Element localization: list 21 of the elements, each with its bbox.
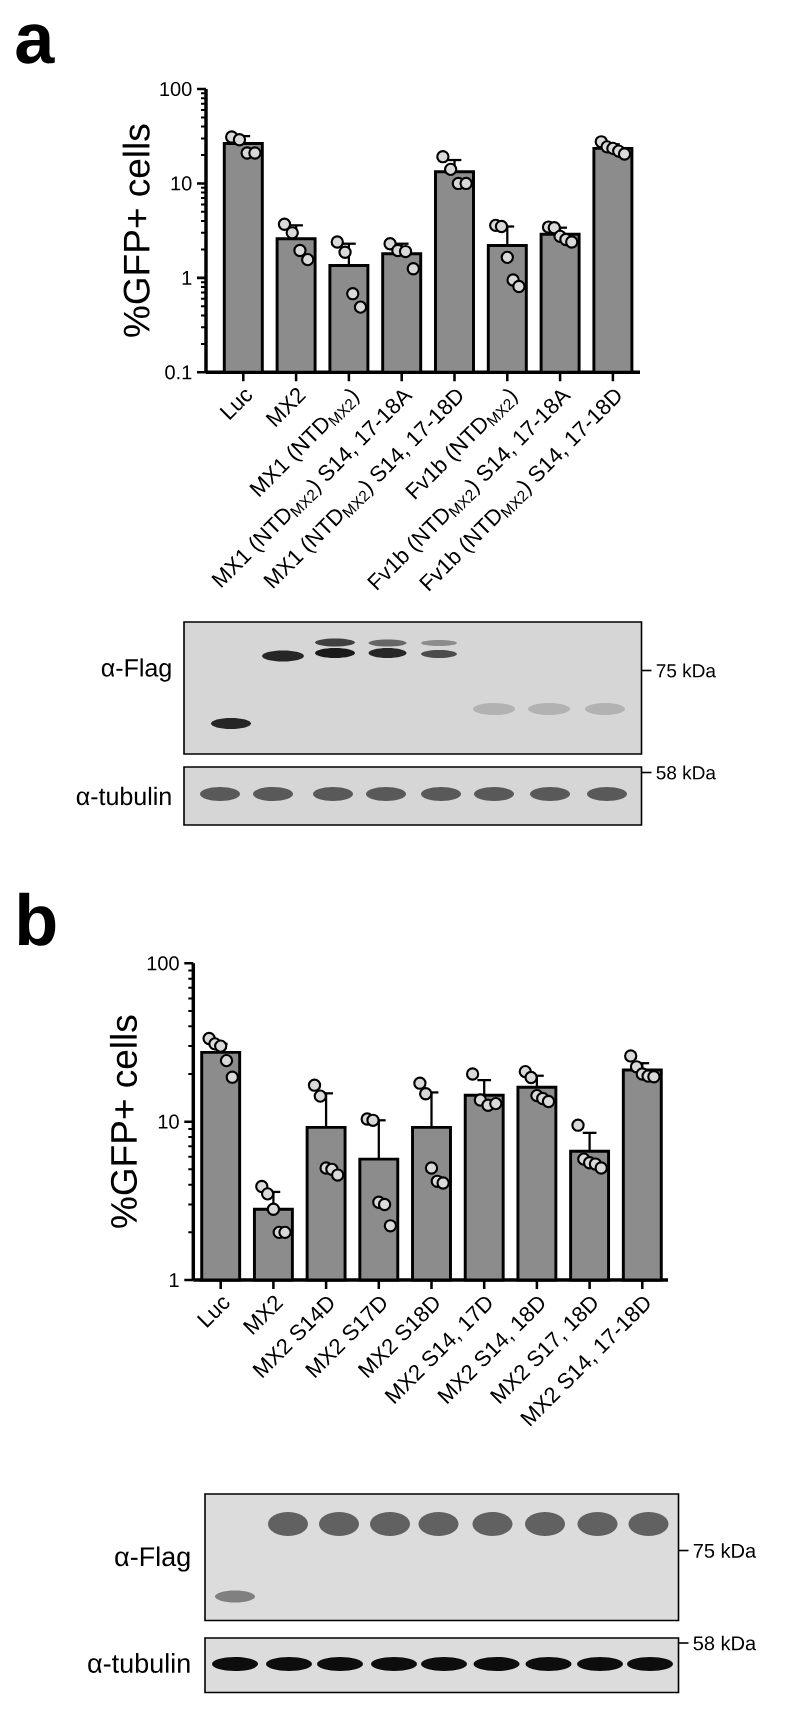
y-axis-title: %GFP+ cells bbox=[109, 1015, 138, 1228]
text: α-tubulin bbox=[88, 1653, 190, 1673]
y-tick-label: 10 bbox=[158, 1114, 179, 1129]
chart-title: b bbox=[19, 892, 56, 946]
y-tick-label: 100 bbox=[160, 81, 192, 97]
text: α-Flag bbox=[115, 1546, 190, 1572]
y-tick-label: 1 bbox=[182, 271, 192, 285]
y-axis-title: %GFP+ cells bbox=[122, 124, 150, 337]
chart-title: a bbox=[16, 24, 55, 64]
text: 58 kDa bbox=[656, 765, 716, 780]
text: 58 kDa bbox=[693, 1635, 757, 1651]
x-tick-label: Luc bbox=[196, 1297, 230, 1328]
x-tick-label: Luc bbox=[219, 389, 253, 420]
y-tick-label: 10 bbox=[171, 176, 192, 191]
text: α-tubulin bbox=[76, 786, 171, 806]
y-tick-label: 0.1 bbox=[165, 365, 192, 380]
text: 75 kDa bbox=[656, 663, 716, 678]
y-tick-label: 1 bbox=[169, 1273, 179, 1287]
y-tick-label: 100 bbox=[147, 956, 179, 971]
text: α-Flag bbox=[101, 658, 171, 682]
text: 75 kDa bbox=[693, 1543, 757, 1558]
